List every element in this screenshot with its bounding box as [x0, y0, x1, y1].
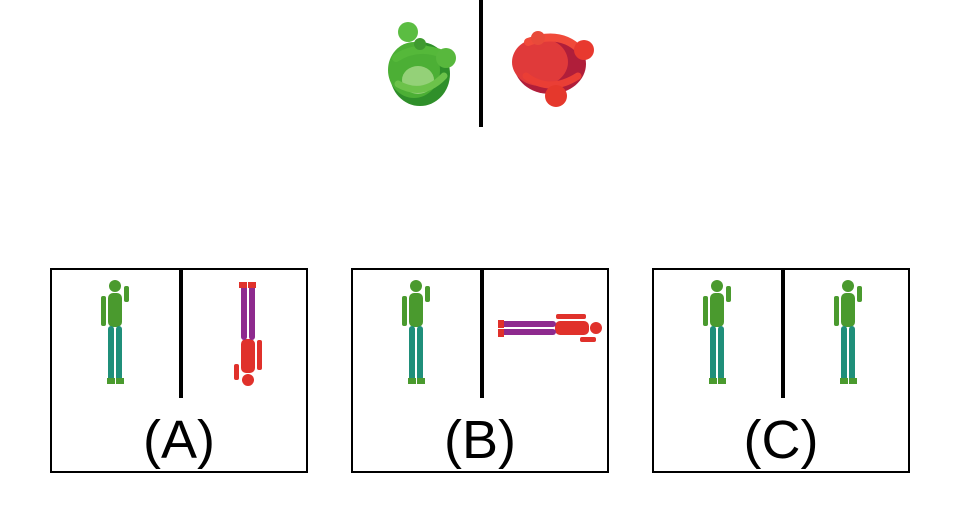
- option-a-left-figure: [101, 280, 129, 384]
- option-c-right-figure: [834, 280, 862, 384]
- reference-right-figure: [512, 31, 594, 107]
- option-a-label: (A): [143, 410, 215, 470]
- reference-left-figure: [388, 22, 456, 106]
- option-a-divider: [179, 270, 183, 398]
- option-b-left-figure: [402, 280, 430, 384]
- reference-panel: [370, 0, 600, 130]
- option-b-divider: [480, 270, 484, 398]
- option-a[interactable]: (A): [50, 268, 308, 473]
- option-a-right-figure: [234, 282, 262, 386]
- option-c-divider: [781, 270, 785, 398]
- reference-divider: [479, 0, 483, 127]
- option-b-right-figure: [498, 314, 602, 342]
- option-c-left-figure: [703, 280, 731, 384]
- option-c[interactable]: (C): [652, 268, 910, 473]
- option-b[interactable]: (B): [351, 268, 609, 473]
- option-b-label: (B): [444, 410, 516, 470]
- option-c-label: (C): [743, 410, 819, 470]
